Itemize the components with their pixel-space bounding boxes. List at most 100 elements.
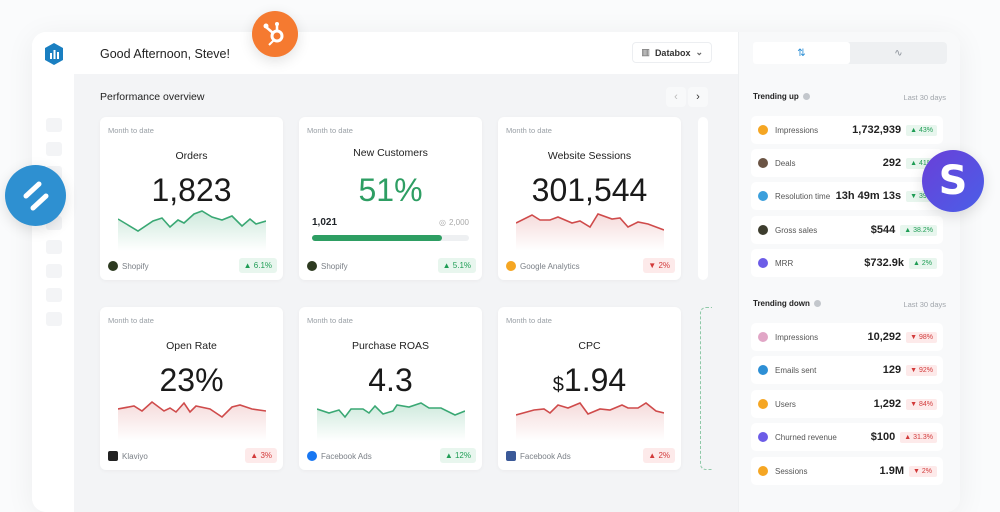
sidebar [32, 32, 74, 512]
trend-row[interactable]: Sessions 1.9M ▼ 2% [751, 457, 943, 485]
stripe-logo-icon: S [922, 150, 984, 212]
panel-tabs: ⇅ ∿ [753, 42, 947, 64]
section-title: Performance overview [100, 91, 205, 103]
card-title: Purchase ROAS [351, 340, 430, 352]
sidebar-item[interactable] [46, 142, 62, 156]
trending-down-title: Trending down [753, 299, 821, 308]
source-icon [758, 258, 768, 268]
hubspot-logo-icon [252, 11, 298, 57]
card-value: 301,544 [531, 172, 648, 208]
trending-up-title: Trending up [753, 92, 810, 101]
facebook-icon [506, 451, 516, 461]
change-badge: ▲ 3% [245, 448, 277, 463]
card-value: 4.3 [368, 362, 413, 398]
card-title: Website Sessions [547, 150, 632, 162]
card-value: 1,823 [151, 172, 232, 208]
data-source: Google Analytics [506, 261, 580, 271]
trend-row[interactable]: Users 1,292 ▼ 84% [751, 390, 943, 418]
metric-card-new-customers[interactable]: Month to date New Customers 51% 1,021 ◎ 2… [299, 117, 482, 280]
target-icon: ◎ [438, 218, 446, 227]
trend-row[interactable]: Gross sales $544 ▲ 38.2% [751, 216, 943, 244]
period-label: Month to date [307, 316, 353, 325]
progress-bar [312, 235, 469, 241]
sparkline-chart [516, 402, 664, 441]
metric-card-open-rate[interactable]: Month to date Open Rate 23% Klaviyo ▲ 3% [100, 307, 283, 470]
sidebar-item[interactable] [46, 312, 62, 326]
metric-card-orders[interactable]: Month to date Orders 1,823 Shopify ▲ 6.1… [100, 117, 283, 280]
sidebar-item[interactable] [46, 118, 62, 132]
next-card-peek [698, 117, 708, 280]
metric-card-cpc[interactable]: Month to date CPC $1.94 Facebook Ads ▲ 2… [498, 307, 681, 470]
metric-card-website-sessions[interactable]: Month to date Website Sessions 301,544 G… [498, 117, 681, 280]
info-icon[interactable] [813, 300, 821, 307]
facebook-icon [307, 451, 317, 461]
dashboard-window: Good Afternoon, Steve! ▥ Databox ⌄ Perfo… [32, 32, 960, 512]
card-title: New Customers [353, 147, 428, 159]
sparkline-chart [118, 400, 266, 441]
period-label: Month to date [307, 126, 353, 135]
shopify-icon [307, 261, 317, 271]
period-label: Month to date [506, 316, 552, 325]
trending-panel: ⇅ ∿ Trending up Last 30 days Impressions… [738, 32, 960, 512]
sparkline-chart [516, 213, 664, 251]
workspace-label: Databox [654, 47, 691, 58]
chevron-down-icon: ⌄ [695, 47, 703, 57]
source-icon [758, 399, 768, 409]
data-source: Facebook Ads [506, 451, 571, 461]
klaviyo-icon [108, 451, 118, 461]
trending-up-range: Last 30 days [903, 93, 946, 102]
prev-button[interactable]: ‹ [666, 87, 686, 107]
workspace-icon: ▥ [641, 47, 650, 57]
source-icon [758, 365, 768, 375]
helpscout-logo-icon [5, 165, 66, 226]
sparkline-chart [317, 402, 465, 441]
trend-row[interactable]: Churned revenue $100 ▲ 31.3% [751, 423, 943, 451]
progress-fill [312, 235, 443, 241]
sidebar-item[interactable] [46, 264, 62, 278]
sparkline-chart [118, 210, 266, 251]
source-icon [758, 158, 768, 168]
tab-pulse[interactable]: ∿ [850, 42, 947, 64]
pulse-icon: ∿ [894, 47, 903, 59]
period-label: Month to date [506, 126, 552, 135]
source-icon [758, 125, 768, 135]
info-icon[interactable] [802, 93, 810, 100]
card-value: $1.94 [552, 362, 627, 398]
sort-arrows-icon: ⇅ [797, 47, 806, 59]
change-badge: ▲ 6.1% [238, 258, 277, 273]
source-icon [758, 225, 768, 235]
trend-row[interactable]: Deals 292 ▲ 41% [751, 149, 943, 177]
top-header: Good Afternoon, Steve! ▥ Databox ⌄ [74, 32, 738, 74]
goal-value: ◎ 2,000 [438, 218, 469, 227]
next-button[interactable]: › [688, 87, 708, 107]
change-badge: ▲ 5.1% [437, 258, 476, 273]
trend-row[interactable]: Impressions 10,292 ▼ 98% [751, 323, 943, 351]
data-source: Facebook Ads [307, 451, 372, 461]
card-title: Open Rate [166, 340, 217, 352]
workspace-dropdown[interactable]: ▥ Databox ⌄ [632, 42, 712, 63]
trend-row[interactable]: Emails sent 129 ▼ 92% [751, 356, 943, 384]
card-title: Orders [175, 150, 208, 162]
source-icon [758, 432, 768, 442]
period-label: Month to date [108, 316, 154, 325]
tab-sort-arrows[interactable]: ⇅ [753, 42, 850, 64]
data-source: Klaviyo [108, 451, 148, 461]
source-icon [758, 191, 768, 201]
trend-row[interactable]: MRR $732.9k ▲ 2% [751, 249, 943, 277]
card-value: 51% [358, 172, 423, 208]
google-analytics-icon [506, 261, 516, 271]
data-source: Shopify [108, 261, 149, 271]
change-badge: ▼ 2% [643, 258, 675, 273]
trend-row[interactable]: Resolution time 13h 49m 13s ▼ 39% [751, 182, 943, 210]
databox-logo-icon[interactable] [44, 43, 64, 65]
add-card-placeholder[interactable] [700, 307, 712, 470]
metric-card-purchase-roas[interactable]: Month to date Purchase ROAS 4.3 Facebook… [299, 307, 482, 470]
period-label: Month to date [108, 126, 154, 135]
trend-row[interactable]: Impressions 1,732,939 ▲ 43% [751, 116, 943, 144]
source-icon [758, 466, 768, 476]
source-icon [758, 332, 768, 342]
card-title: CPC [578, 340, 601, 352]
sidebar-item[interactable] [46, 240, 62, 254]
current-value: 1,021 [312, 217, 338, 228]
sidebar-item[interactable] [46, 288, 62, 302]
